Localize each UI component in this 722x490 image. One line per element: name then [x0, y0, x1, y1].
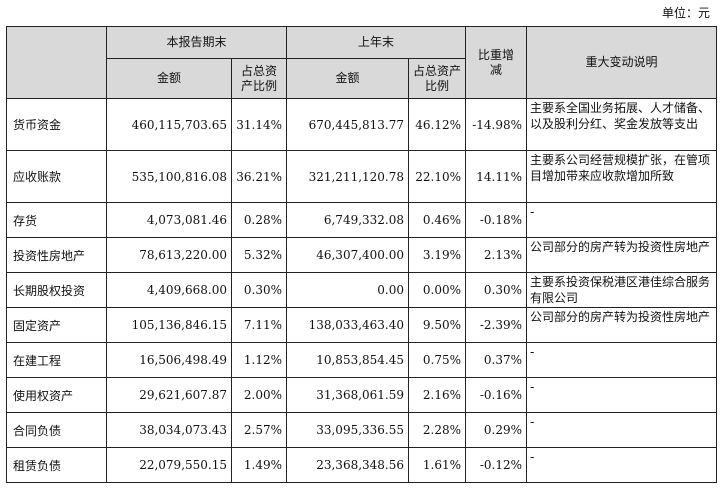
row-prev-amount: 31,368,061.59 — [286, 377, 410, 413]
row-cur-ratio: 1.12% — [230, 342, 288, 378]
table-header: 本报告期末 上年末 比重增减 重大变动说明 金额 占总资产比例 金额 占总资产比… — [6, 26, 718, 99]
row-change: -2.39% — [465, 307, 528, 343]
table-row: 存货 4,073,081.46 0.28% 6,749,332.08 0.46%… — [6, 202, 718, 238]
row-cur-ratio: 31.14% — [230, 98, 288, 151]
row-cur-amount: 460,115,703.65 — [106, 98, 232, 151]
header-current-period: 本报告期末 — [105, 26, 288, 59]
row-cur-amount: 4,073,081.46 — [106, 202, 232, 238]
row-cur-amount: 29,621,607.87 — [106, 377, 232, 413]
header-explanation: 重大变动说明 — [526, 26, 718, 99]
row-prev-ratio: 0.46% — [408, 202, 467, 238]
row-prev-amount: 321,211,120.78 — [286, 150, 410, 203]
row-change: 14.11% — [465, 150, 528, 203]
unit-label: 单位：元 — [661, 6, 710, 20]
table-row: 长期股权投资 4,409,668.00 0.30% 0.00 0.00% 0.3… — [6, 272, 718, 308]
table-row: 合同负债 38,034,073.43 2.57% 33,095,336.55 2… — [6, 412, 718, 448]
header-prev-ratio: 占总资产比例 — [408, 58, 467, 99]
row-item: 长期股权投资 — [6, 272, 107, 308]
row-change: -0.18% — [465, 202, 528, 238]
row-cur-amount: 105,136,846.15 — [106, 307, 232, 343]
row-note: 主要系全国业务拓展、人才储备、以及股利分红、奖金发放等支出 — [526, 98, 718, 151]
row-item: 租赁负债 — [6, 447, 107, 483]
row-prev-ratio: 3.19% — [408, 237, 467, 273]
row-note: 公司部分的房产转为投资性房地产 — [526, 307, 718, 343]
row-change: 0.29% — [465, 412, 528, 448]
row-note: 公司部分的房产转为投资性房地产 — [526, 237, 718, 273]
row-cur-ratio: 2.57% — [230, 412, 288, 448]
table-row: 在建工程 16,506,498.49 1.12% 10,853,854.45 0… — [6, 342, 718, 378]
row-prev-ratio: 22.10% — [408, 150, 467, 203]
header-cur-amount: 金额 — [106, 58, 232, 99]
row-cur-ratio: 0.30% — [230, 272, 288, 308]
row-item: 合同负债 — [6, 412, 107, 448]
row-prev-amount: 0.00 — [286, 272, 410, 308]
row-item: 货币资金 — [6, 98, 107, 151]
header-change: 比重增减 — [465, 26, 528, 99]
row-prev-amount: 46,307,400.00 — [286, 237, 410, 273]
row-prev-amount: 23,368,348.56 — [286, 447, 410, 483]
row-prev-ratio: 0.75% — [408, 342, 467, 378]
row-cur-amount: 78,613,220.00 — [106, 237, 232, 273]
table-row: 使用权资产 29,621,607.87 2.00% 31,368,061.59 … — [6, 377, 718, 413]
header-item — [6, 26, 107, 99]
row-item: 应收账款 — [6, 150, 107, 203]
header-change-label: 比重增减 — [478, 47, 515, 77]
row-prev-ratio: 9.50% — [408, 307, 467, 343]
row-item: 使用权资产 — [6, 377, 107, 413]
row-note: 主要系公司经营规模扩张，在管项目增加带来应收款增加所致 — [526, 150, 718, 203]
row-prev-amount: 670,445,813.77 — [286, 98, 410, 151]
row-prev-amount: 138,033,463.40 — [286, 307, 410, 343]
row-item: 在建工程 — [6, 342, 107, 378]
table-row: 货币资金 460,115,703.65 31.14% 670,445,813.7… — [6, 98, 718, 151]
table-body: 货币资金 460,115,703.65 31.14% 670,445,813.7… — [6, 98, 718, 483]
row-change: 2.13% — [465, 237, 528, 273]
row-change: 0.30% — [465, 272, 528, 308]
row-cur-amount: 535,100,816.08 — [106, 150, 232, 203]
table-row: 租赁负债 22,079,550.15 1.49% 23,368,348.56 1… — [6, 447, 718, 483]
row-item: 固定资产 — [6, 307, 107, 343]
row-cur-ratio: 5.32% — [230, 237, 288, 273]
row-cur-ratio: 2.00% — [230, 377, 288, 413]
row-cur-ratio: 1.49% — [230, 447, 288, 483]
row-cur-amount: 38,034,073.43 — [106, 412, 232, 448]
row-prev-amount: 6,749,332.08 — [286, 202, 410, 238]
row-note: - — [526, 412, 718, 448]
row-cur-ratio: 7.11% — [230, 307, 288, 343]
table-row: 投资性房地产 78,613,220.00 5.32% 46,307,400.00… — [6, 237, 718, 273]
row-prev-amount: 33,095,336.55 — [286, 412, 410, 448]
row-change: -0.16% — [465, 377, 528, 413]
row-change: 0.37% — [465, 342, 528, 378]
row-prev-ratio: 1.61% — [408, 447, 467, 483]
row-prev-amount: 10,853,854.45 — [286, 342, 410, 378]
row-note: 主要系投资保税港区港佳综合服务有限公司 — [526, 272, 718, 308]
row-prev-ratio: 46.12% — [408, 98, 467, 151]
row-note: - — [526, 377, 718, 413]
balance-sheet-table: 本报告期末 上年末 比重增减 重大变动说明 金额 占总资产比例 金额 占总资产比… — [6, 26, 718, 483]
row-prev-ratio: 2.16% — [408, 377, 467, 413]
row-cur-ratio: 36.21% — [230, 150, 288, 203]
row-cur-amount: 4,409,668.00 — [106, 272, 232, 308]
row-prev-ratio: 2.28% — [408, 412, 467, 448]
row-prev-ratio: 0.00% — [408, 272, 467, 308]
table-row: 固定资产 105,136,846.15 7.11% 138,033,463.40… — [6, 307, 718, 343]
row-item: 存货 — [6, 202, 107, 238]
row-cur-amount: 22,079,550.15 — [106, 447, 232, 483]
row-cur-ratio: 0.28% — [230, 202, 288, 238]
header-last-year-end: 上年末 — [286, 26, 467, 59]
table-row: 应收账款 535,100,816.08 36.21% 321,211,120.7… — [6, 150, 718, 203]
row-note: - — [526, 202, 718, 238]
header-cur-ratio: 占总资产比例 — [230, 58, 288, 99]
row-note: - — [526, 342, 718, 378]
row-note: - — [526, 447, 718, 483]
row-item: 投资性房地产 — [6, 237, 107, 273]
row-cur-amount: 16,506,498.49 — [106, 342, 232, 378]
row-change: -14.98% — [465, 98, 528, 151]
row-change: -0.12% — [465, 447, 528, 483]
header-prev-amount: 金额 — [286, 58, 410, 99]
